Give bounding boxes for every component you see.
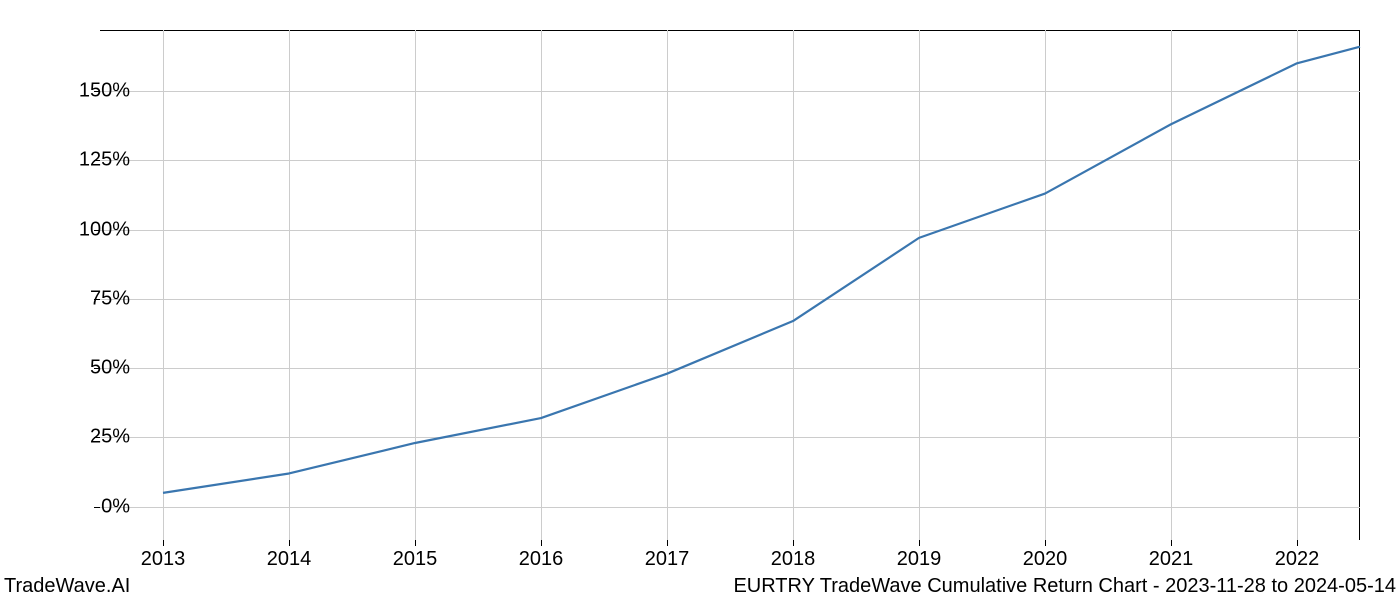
y-tick-label: 50% xyxy=(50,357,130,380)
x-tick-mark xyxy=(163,540,164,546)
y-tick-label: 75% xyxy=(50,287,130,310)
y-tick-label: 150% xyxy=(50,79,130,102)
x-tick-mark xyxy=(1045,540,1046,546)
chart-plot-area xyxy=(100,30,1360,540)
x-tick-label: 2016 xyxy=(519,548,564,571)
x-tick-label: 2022 xyxy=(1275,548,1320,571)
y-tick-mark xyxy=(94,507,100,508)
y-tick-label: 100% xyxy=(50,218,130,241)
y-tick-label: 25% xyxy=(50,426,130,449)
x-tick-label: 2015 xyxy=(393,548,438,571)
y-tick-mark xyxy=(94,91,100,92)
x-tick-mark xyxy=(793,540,794,546)
x-tick-mark xyxy=(541,540,542,546)
x-tick-label: 2021 xyxy=(1149,548,1194,571)
x-tick-label: 2020 xyxy=(1023,548,1068,571)
y-tick-mark xyxy=(94,160,100,161)
x-tick-label: 2019 xyxy=(897,548,942,571)
x-tick-mark xyxy=(415,540,416,546)
x-tick-mark xyxy=(919,540,920,546)
line-series xyxy=(100,30,1360,540)
y-tick-label: 0% xyxy=(50,495,130,518)
x-tick-label: 2017 xyxy=(645,548,690,571)
x-tick-mark xyxy=(1297,540,1298,546)
x-tick-label: 2014 xyxy=(267,548,312,571)
x-tick-mark xyxy=(667,540,668,546)
footer-chart-title: EURTRY TradeWave Cumulative Return Chart… xyxy=(733,575,1396,598)
y-tick-label: 125% xyxy=(50,149,130,172)
y-tick-mark xyxy=(94,368,100,369)
return-line xyxy=(163,47,1360,493)
y-tick-mark xyxy=(94,437,100,438)
y-tick-mark xyxy=(94,230,100,231)
y-tick-mark xyxy=(94,299,100,300)
x-tick-label: 2018 xyxy=(771,548,816,571)
x-tick-mark xyxy=(1171,540,1172,546)
x-tick-mark xyxy=(289,540,290,546)
x-tick-label: 2013 xyxy=(141,548,186,571)
footer-brand-text: TradeWave.AI xyxy=(4,575,130,598)
